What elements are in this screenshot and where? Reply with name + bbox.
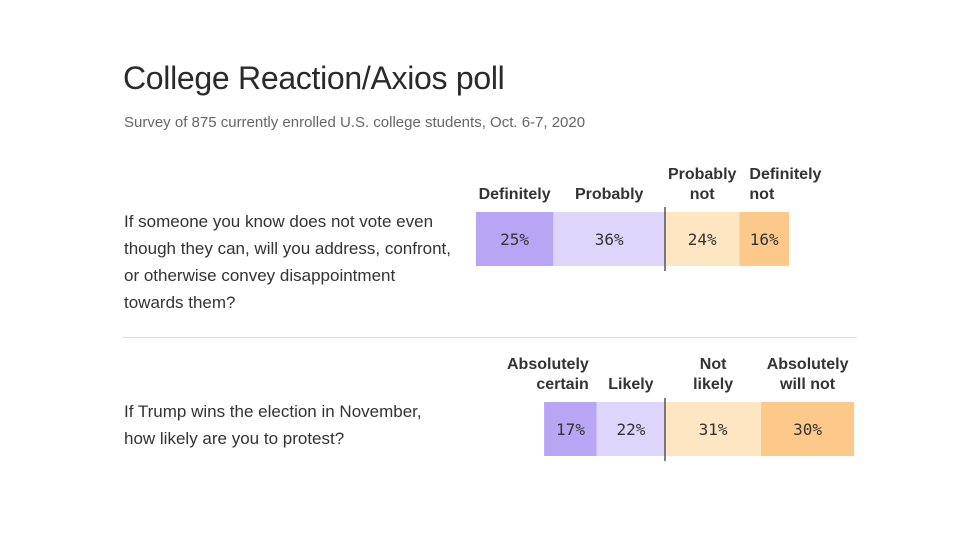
category-label-q1-4-line1: Definitely [749,166,821,183]
category-label-q2-4-line1: Absolutely [767,356,849,373]
category-label-q2-1-line2: certain [536,376,588,393]
section-divider [123,337,857,338]
bar-segment-q1-2 [553,212,665,266]
value-label-q2-1: 17% [556,420,585,439]
chart-title: College Reaction/Axios poll [123,60,505,96]
bar-segment-q1-4 [739,212,789,266]
bar-segment-q2-4 [761,402,855,456]
bar-segment-q2-3 [665,402,762,456]
question-2-text: If Trump wins the election in November, … [124,402,422,448]
bar-segment-q2-1 [544,402,597,456]
bar-segment-q1-1 [475,212,554,266]
category-label-q1-3-line2: not [690,186,716,203]
value-label-q2-3: 31% [699,420,728,439]
category-label-q1-2-line1: Probably [575,186,644,203]
bar-segment-q2-2 [596,402,665,456]
question-1-text: If someone you know does not vote even t… [124,212,451,312]
category-label-q2-3-line1: Not [700,356,727,373]
value-label-q1-4: 16% [750,230,779,249]
value-label-q2-2: 22% [616,420,645,439]
category-label-q1-1-line1: Definitely [479,186,551,203]
chart-subtitle: Survey of 875 currently enrolled U.S. co… [124,114,586,131]
category-label-q2-4-line2: will not [779,376,836,393]
value-label-q1-3: 24% [688,230,717,249]
bar-segment-q1-3 [665,212,740,266]
value-label-q1-1: 25% [500,230,529,249]
value-label-q1-2: 36% [595,230,624,249]
category-label-q1-3-line1: Probably [668,166,737,183]
category-label-q2-1-line1: Absolutely [507,356,589,373]
category-label-q2-3-line2: likely [693,376,733,393]
category-label-q1-4-line2: not [749,186,775,203]
category-label-q2-2-line1: Likely [608,376,653,393]
value-label-q2-4: 30% [793,420,822,439]
